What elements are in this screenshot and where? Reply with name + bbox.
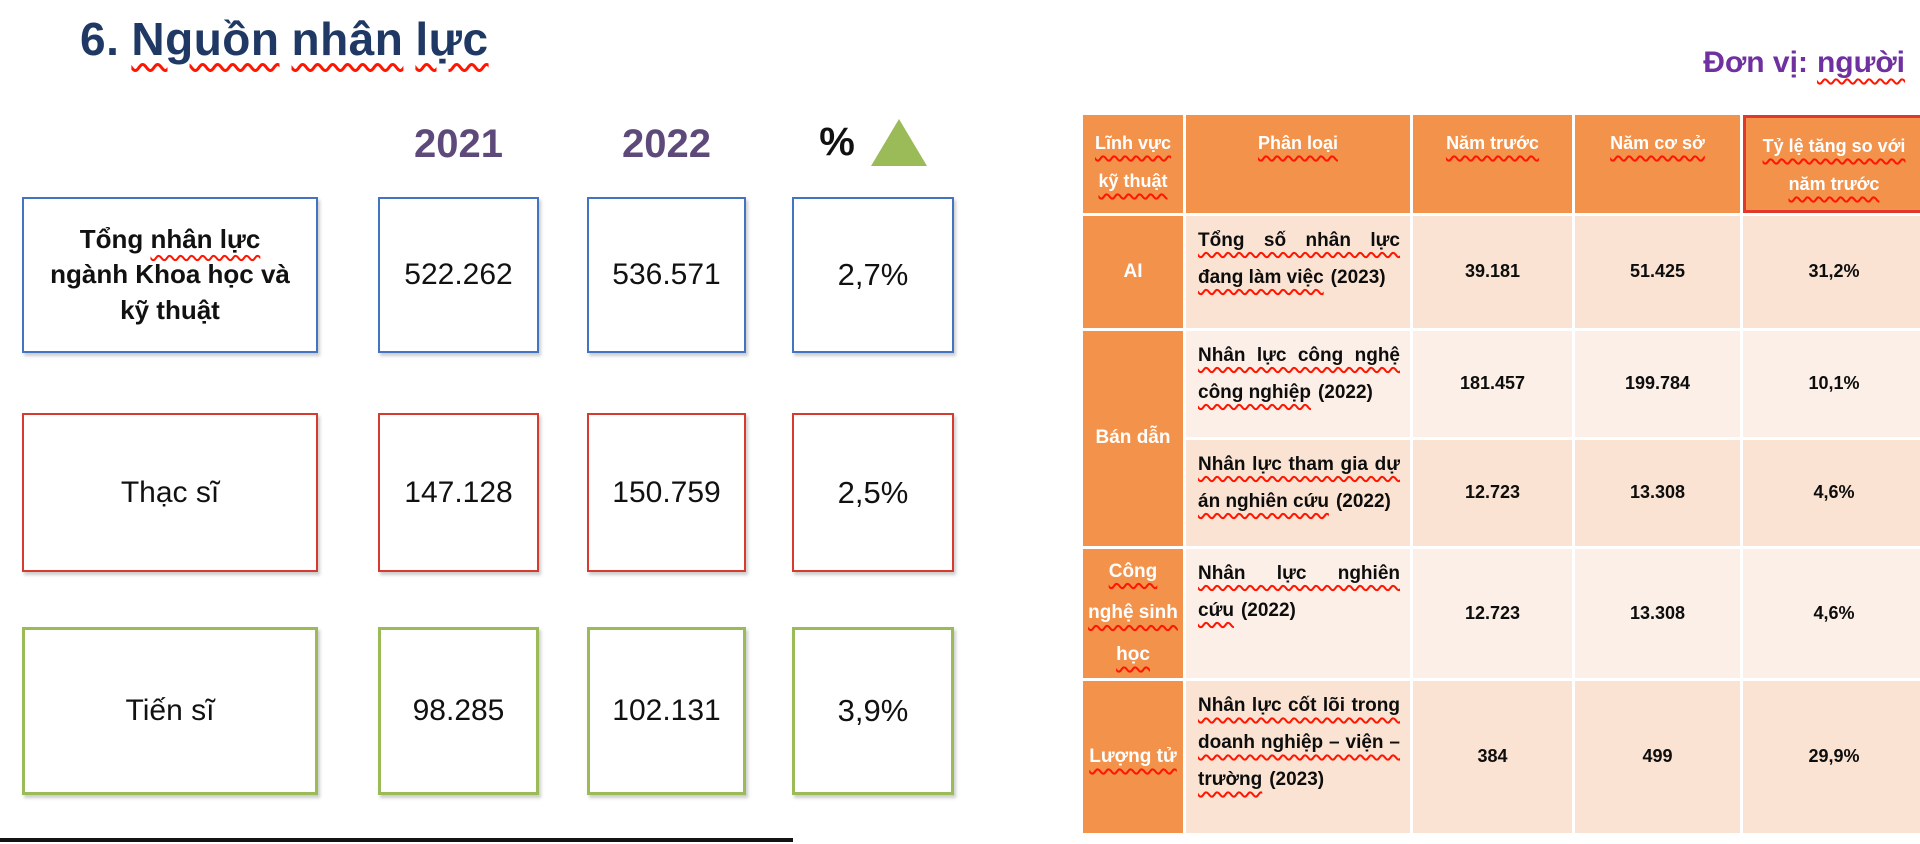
label-box-masters: Thạc sĩ bbox=[22, 413, 318, 572]
header-growth-rate: Tỷ lệ tăng so với năm trước bbox=[1743, 115, 1920, 213]
prev-year-value: 384 bbox=[1413, 680, 1572, 833]
label-text: Tổng nhân lực ngành Khoa học và kỹ thuật bbox=[50, 224, 290, 325]
table-row-semiconductor-2: Nhân lực tham gia dự án nghiên cứu (2022)… bbox=[1083, 439, 1920, 546]
prev-year-value: 12.723 bbox=[1413, 439, 1572, 546]
unit-label: Đơn vị: người bbox=[1703, 46, 1905, 79]
growth-rate-value: 10,1% bbox=[1743, 330, 1920, 437]
base-year-value: 51.425 bbox=[1575, 215, 1740, 328]
header-field: Lĩnh vực kỹ thuật bbox=[1083, 115, 1183, 213]
column-header-2021: 2021 bbox=[414, 121, 503, 166]
base-year-value: 13.308 bbox=[1575, 439, 1740, 546]
hr-table: Lĩnh vực kỹ thuật Phân loại Năm trước Nă… bbox=[1080, 112, 1920, 836]
table-header-row: Lĩnh vực kỹ thuật Phân loại Năm trước Nă… bbox=[1083, 115, 1920, 213]
growth-rate-value: 4,6% bbox=[1743, 439, 1920, 546]
header-base-year: Năm cơ sở bbox=[1575, 115, 1740, 213]
category-cell-biotech: Công nghệ sinh học bbox=[1083, 548, 1183, 678]
classification-cell: Nhân lực tham gia dự án nghiên cứu (2022) bbox=[1186, 439, 1410, 546]
value-box-2022-phd: 102.131 bbox=[587, 627, 746, 795]
base-year-value: 499 bbox=[1575, 680, 1740, 833]
value-box-pct-total: 2,7% bbox=[792, 197, 954, 353]
hr-table-container: Lĩnh vực kỹ thuật Phân loại Năm trước Nă… bbox=[1080, 112, 1920, 836]
value-box-2021-masters: 147.128 bbox=[378, 413, 539, 572]
column-header-2022: 2022 bbox=[622, 121, 711, 166]
value-box-2021-total: 522.262 bbox=[378, 197, 539, 353]
table-row-ai: AI Tổng số nhân lực đang làm việc (2023) … bbox=[1083, 215, 1920, 328]
classification-cell: Nhân lực cốt lõi trong doanh nghiệp – vi… bbox=[1186, 680, 1410, 833]
bottom-divider-line bbox=[0, 838, 793, 842]
prev-year-value: 181.457 bbox=[1413, 330, 1572, 437]
percent-symbol: % bbox=[819, 119, 855, 164]
value-box-2021-phd: 98.285 bbox=[378, 627, 539, 795]
header-prev-year: Năm trước bbox=[1413, 115, 1572, 213]
table-row-biotech: Công nghệ sinh học Nhân lực nghiên cứu (2… bbox=[1083, 548, 1920, 678]
growth-rate-value: 29,9% bbox=[1743, 680, 1920, 833]
category-cell-ai: AI bbox=[1083, 215, 1183, 328]
value-box-pct-masters: 2,5% bbox=[792, 413, 954, 572]
table-row-semiconductor-1: Bán dẫn Nhân lực công nghệ công nghiệp (2… bbox=[1083, 330, 1920, 546]
header-classification: Phân loại bbox=[1186, 115, 1410, 213]
base-year-value: 199.784 bbox=[1575, 330, 1740, 437]
prev-year-value: 12.723 bbox=[1413, 548, 1572, 678]
title-number: 6. bbox=[80, 13, 120, 65]
classification-cell: Tổng số nhân lực đang làm việc (2023) bbox=[1186, 215, 1410, 328]
value-box-2022-total: 536.571 bbox=[587, 197, 746, 353]
label-box-total-workforce: Tổng nhân lực ngành Khoa học và kỹ thuật bbox=[22, 197, 318, 353]
page-title: 6. Nguồn nhân lực bbox=[80, 13, 489, 65]
base-year-value: 13.308 bbox=[1575, 548, 1740, 678]
value-box-2022-masters: 150.759 bbox=[587, 413, 746, 572]
classification-cell: Nhân lực nghiên cứu (2022) bbox=[1186, 548, 1410, 678]
category-cell-semiconductor: Bán dẫn bbox=[1083, 330, 1183, 546]
growth-rate-value: 4,6% bbox=[1743, 548, 1920, 678]
growth-rate-value: 31,2% bbox=[1743, 215, 1920, 328]
classification-cell: Nhân lực công nghệ công nghiệp (2022) bbox=[1186, 330, 1410, 437]
prev-year-value: 39.181 bbox=[1413, 215, 1572, 328]
value-box-pct-phd: 3,9% bbox=[792, 627, 954, 795]
up-triangle-icon bbox=[870, 118, 927, 166]
label-box-phd: Tiến sĩ bbox=[22, 627, 318, 795]
category-cell-quantum: Lượng tử bbox=[1083, 680, 1183, 833]
table-row-quantum: Lượng tử Nhân lực cốt lõi trong doanh ng… bbox=[1083, 680, 1920, 833]
column-header-percent: % bbox=[792, 112, 954, 172]
